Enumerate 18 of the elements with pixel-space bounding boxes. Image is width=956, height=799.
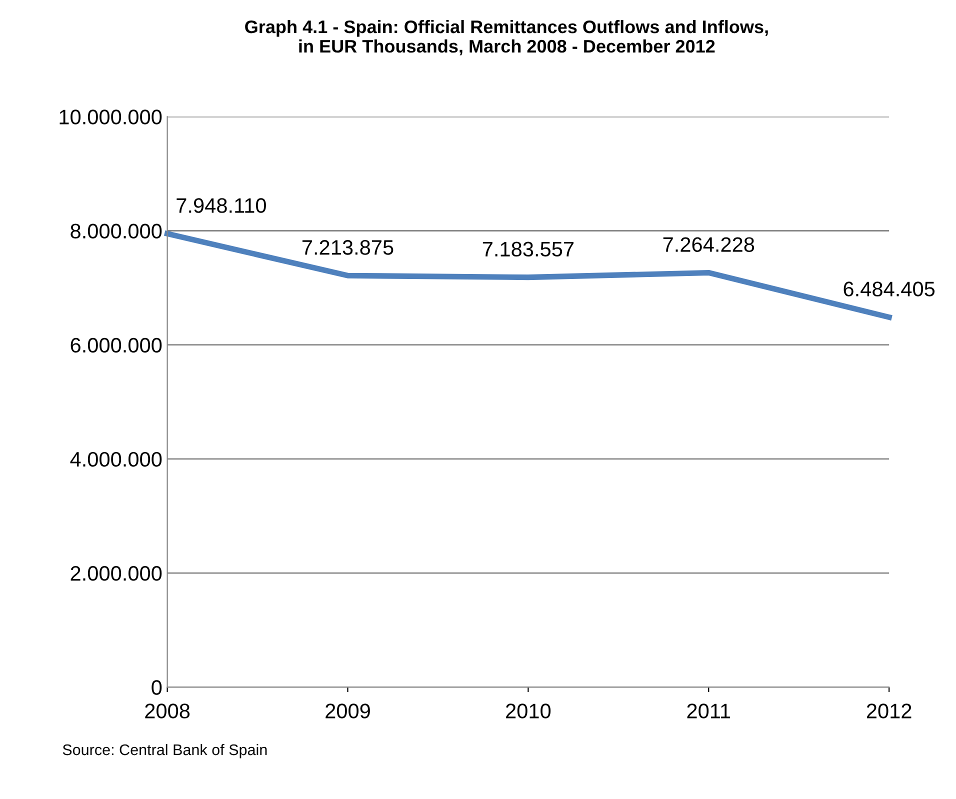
- data-label: 7.183.557: [482, 242, 574, 257]
- data-label: 6.484.405: [844, 282, 935, 296]
- data-label: 7.264.228: [663, 237, 754, 252]
- y-tick-label: 4.000.000: [70, 452, 162, 467]
- y-tick-label: 0: [152, 680, 162, 695]
- x-tick-label: 2012: [866, 704, 912, 718]
- x-tick-label: 2009: [326, 704, 370, 718]
- chart-title: Graph 4.1 - Spain: Official Remittances Outflows and Inflows, in EUR Thousands, March 2008 - December 2012: [245, 20, 768, 56]
- y-tick-label: 10.000.000: [60, 110, 162, 124]
- y-tick-label: 2.000.000: [70, 566, 162, 581]
- data-label: 7.213.875: [302, 240, 394, 255]
- y-tick-label: 6.000.000: [70, 338, 162, 353]
- x-tick-label: 2011: [687, 704, 730, 718]
- y-tick-label: 8.000.000: [70, 224, 162, 239]
- source-note: Source: Central Bank of Spain: [62, 744, 267, 758]
- data-label: 7.948.110: [176, 198, 266, 213]
- x-tick-label: 2008: [145, 704, 190, 718]
- x-tick-label: 2010: [506, 704, 551, 718]
